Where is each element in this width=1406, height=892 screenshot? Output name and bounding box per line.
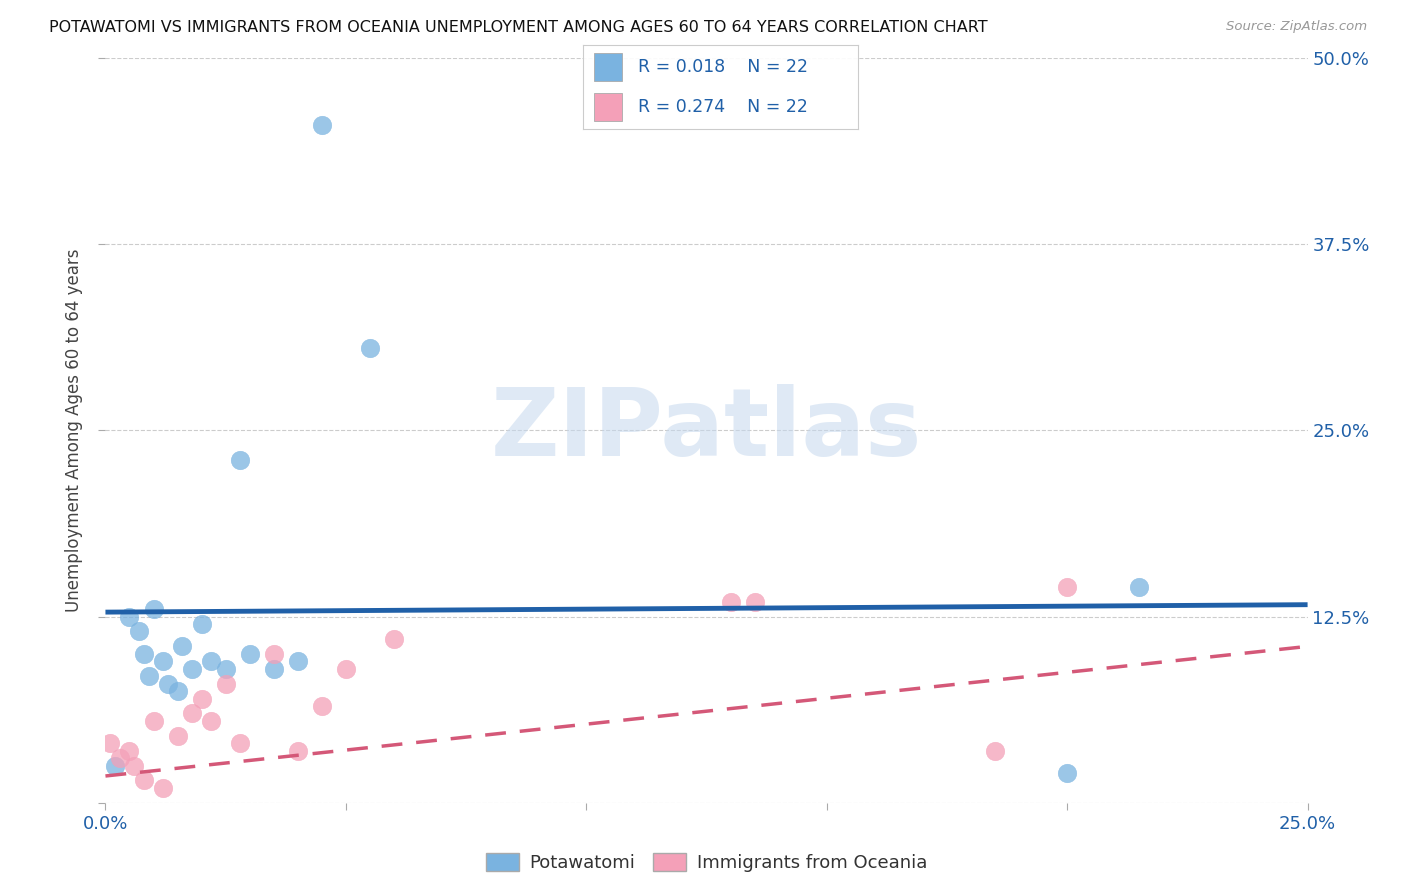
Point [152,654,174,668]
Point [166,729,188,743]
Point [287,654,309,668]
Point [181,662,204,676]
Point [166,684,188,698]
Point [118,744,141,758]
Point [984,744,1007,758]
Point [124,758,146,772]
Point [190,617,212,632]
Point [229,453,252,467]
Point [214,662,236,676]
Legend: Potawatomi, Immigrants from Oceania: Potawatomi, Immigrants from Oceania [479,846,934,880]
Point [104,758,127,772]
Point [263,662,285,676]
Point [98,736,121,750]
Text: POTAWATOMI VS IMMIGRANTS FROM OCEANIA UNEMPLOYMENT AMONG AGES 60 TO 64 YEARS COR: POTAWATOMI VS IMMIGRANTS FROM OCEANIA UN… [49,20,988,35]
Point [142,714,165,728]
Point [200,654,222,668]
Point [382,632,405,646]
Point [200,714,222,728]
Point [156,676,179,690]
Point [311,118,333,132]
Point [1056,766,1078,780]
Point [118,609,141,624]
Point [190,691,212,706]
Point [138,669,160,683]
Y-axis label: Unemployment Among Ages 60 to 64 years: Unemployment Among Ages 60 to 64 years [65,249,83,612]
Point [359,342,381,356]
Point [263,647,285,661]
Point [172,640,194,654]
Point [720,595,742,609]
Point [132,773,155,788]
Text: R = 0.018    N = 22: R = 0.018 N = 22 [638,58,808,76]
Point [181,706,204,721]
Point [311,698,333,713]
Point [128,624,150,639]
Bar [595,54,621,81]
Point [1056,580,1078,594]
Point [132,647,155,661]
Point [335,662,357,676]
Text: Source: ZipAtlas.com: Source: ZipAtlas.com [1226,20,1367,33]
Bar [595,93,621,120]
Point [229,736,252,750]
Point [214,676,236,690]
Point [1128,580,1150,594]
Point [152,780,174,795]
Point [142,602,165,616]
Point [239,647,262,661]
Point [287,744,309,758]
Text: R = 0.274    N = 22: R = 0.274 N = 22 [638,98,808,116]
Point [744,595,766,609]
Text: ZIPatlas: ZIPatlas [491,384,922,476]
Point [108,751,131,765]
